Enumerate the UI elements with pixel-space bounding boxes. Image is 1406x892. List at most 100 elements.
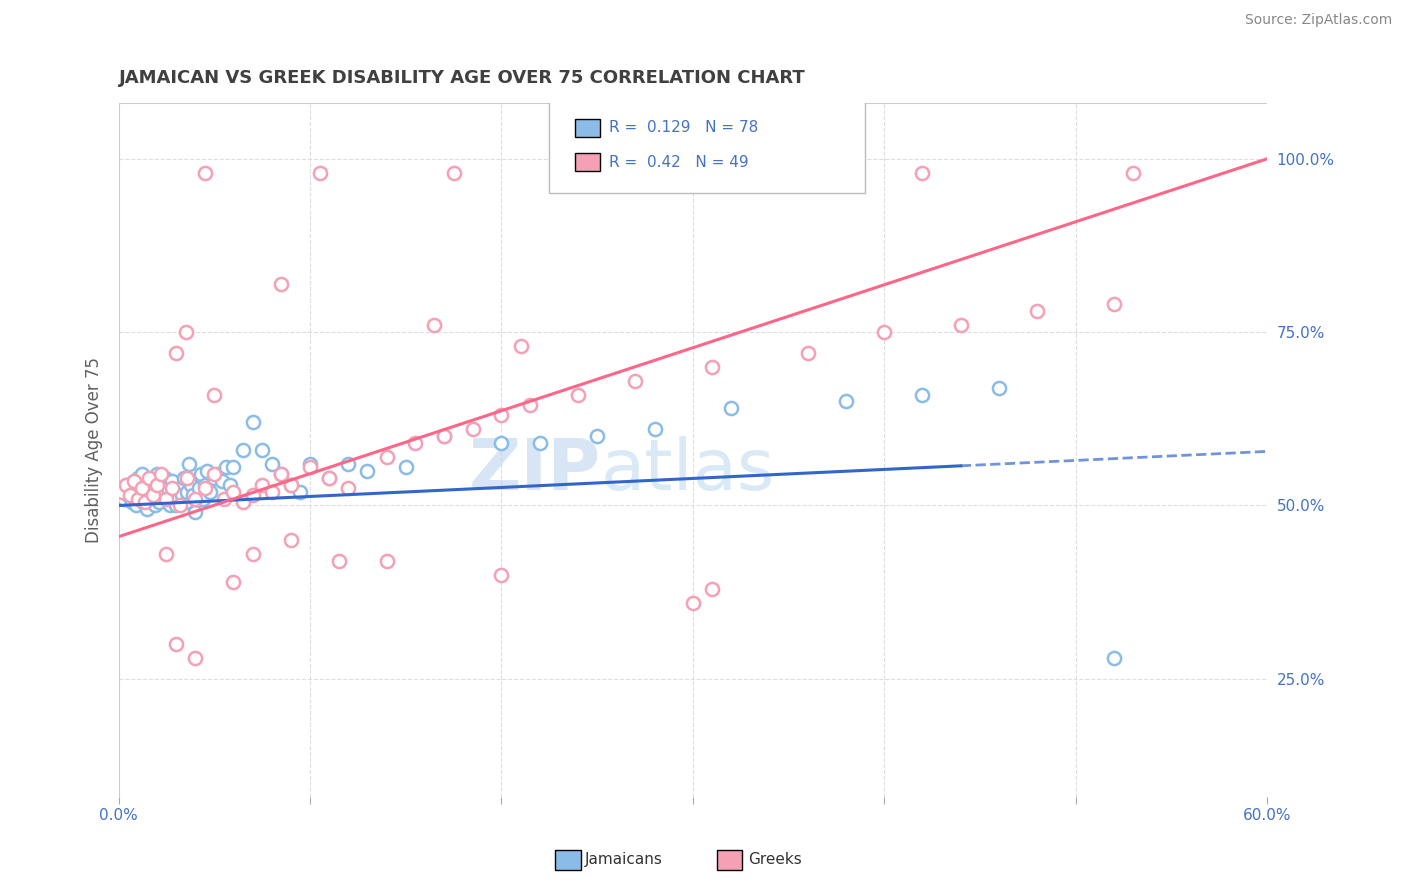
Point: [146, 484, 169, 499]
Point: [139, 491, 162, 506]
Point: [194, 481, 217, 495]
Point: [112, 491, 135, 506]
Point: [242, 488, 264, 502]
Point: [155, 547, 177, 561]
Point: [491, 567, 513, 582]
Point: [519, 398, 541, 412]
Point: [423, 318, 446, 333]
Point: [624, 374, 647, 388]
Point: [146, 477, 169, 491]
Point: [142, 481, 165, 495]
Point: [529, 436, 551, 450]
Point: [215, 460, 238, 475]
Point: [165, 637, 187, 651]
Point: [120, 488, 142, 502]
Point: [443, 166, 465, 180]
Point: [328, 554, 350, 568]
Point: [222, 484, 245, 499]
Text: Greeks: Greeks: [748, 853, 801, 867]
Point: [298, 460, 321, 475]
Point: [149, 467, 172, 482]
Point: [127, 484, 149, 499]
Point: [911, 166, 934, 180]
Point: [184, 651, 207, 665]
Point: [337, 481, 360, 495]
Point: [1026, 304, 1049, 318]
Point: [180, 477, 202, 491]
Point: [911, 387, 934, 401]
Point: [170, 488, 193, 502]
Point: [169, 499, 191, 513]
Point: [115, 477, 138, 491]
Point: [117, 488, 139, 502]
Point: [122, 474, 145, 488]
Point: [143, 499, 166, 513]
Point: [586, 166, 609, 180]
Point: [157, 481, 180, 495]
Point: [181, 488, 204, 502]
Point: [988, 381, 1011, 395]
Point: [242, 415, 264, 429]
Point: [167, 491, 190, 506]
Point: [136, 488, 159, 502]
Point: [232, 442, 254, 457]
Point: [212, 491, 235, 506]
Point: [586, 429, 609, 443]
Text: R =  0.129   N = 78: R = 0.129 N = 78: [609, 120, 758, 135]
Point: [111, 484, 134, 499]
Point: [173, 471, 195, 485]
Point: [200, 484, 222, 499]
Point: [270, 277, 292, 291]
Point: [644, 422, 666, 436]
Point: [191, 491, 214, 506]
Point: [128, 491, 150, 506]
Point: [169, 481, 191, 495]
Text: JAMAICAN VS GREEK DISABILITY AGE OVER 75 CORRELATION CHART: JAMAICAN VS GREEK DISABILITY AGE OVER 75…: [118, 69, 806, 87]
Point: [188, 481, 211, 495]
Point: [260, 457, 283, 471]
Point: [337, 457, 360, 471]
Point: [318, 471, 340, 485]
Point: [375, 554, 398, 568]
Point: [682, 595, 704, 609]
Point: [567, 387, 589, 401]
Point: [1122, 166, 1144, 180]
FancyBboxPatch shape: [575, 153, 600, 171]
Point: [131, 481, 153, 495]
Point: [509, 339, 531, 353]
Point: [433, 429, 456, 443]
Point: [298, 457, 321, 471]
Point: [122, 474, 145, 488]
Point: [222, 460, 245, 475]
Point: [125, 499, 148, 513]
Point: [165, 499, 187, 513]
Point: [873, 325, 896, 339]
Point: [174, 325, 197, 339]
Point: [242, 547, 264, 561]
Point: [127, 491, 149, 506]
Point: [190, 467, 212, 482]
Point: [250, 442, 273, 457]
Point: [260, 484, 283, 499]
Point: [202, 467, 225, 482]
FancyBboxPatch shape: [575, 119, 600, 136]
Point: [796, 346, 818, 360]
Point: [280, 477, 302, 491]
Point: [949, 318, 972, 333]
Point: [461, 422, 484, 436]
Point: [111, 484, 134, 499]
Point: [202, 471, 225, 485]
Point: [700, 359, 723, 374]
Point: [153, 471, 176, 485]
Point: [176, 471, 198, 485]
Point: [148, 495, 170, 509]
Point: [134, 495, 156, 509]
Point: [138, 474, 160, 488]
Point: [120, 481, 142, 495]
Point: [395, 460, 418, 475]
Y-axis label: Disability Age Over 75: Disability Age Over 75: [86, 357, 103, 543]
Point: [280, 533, 302, 548]
Point: [152, 488, 174, 502]
Point: [232, 495, 254, 509]
Point: [700, 582, 723, 596]
